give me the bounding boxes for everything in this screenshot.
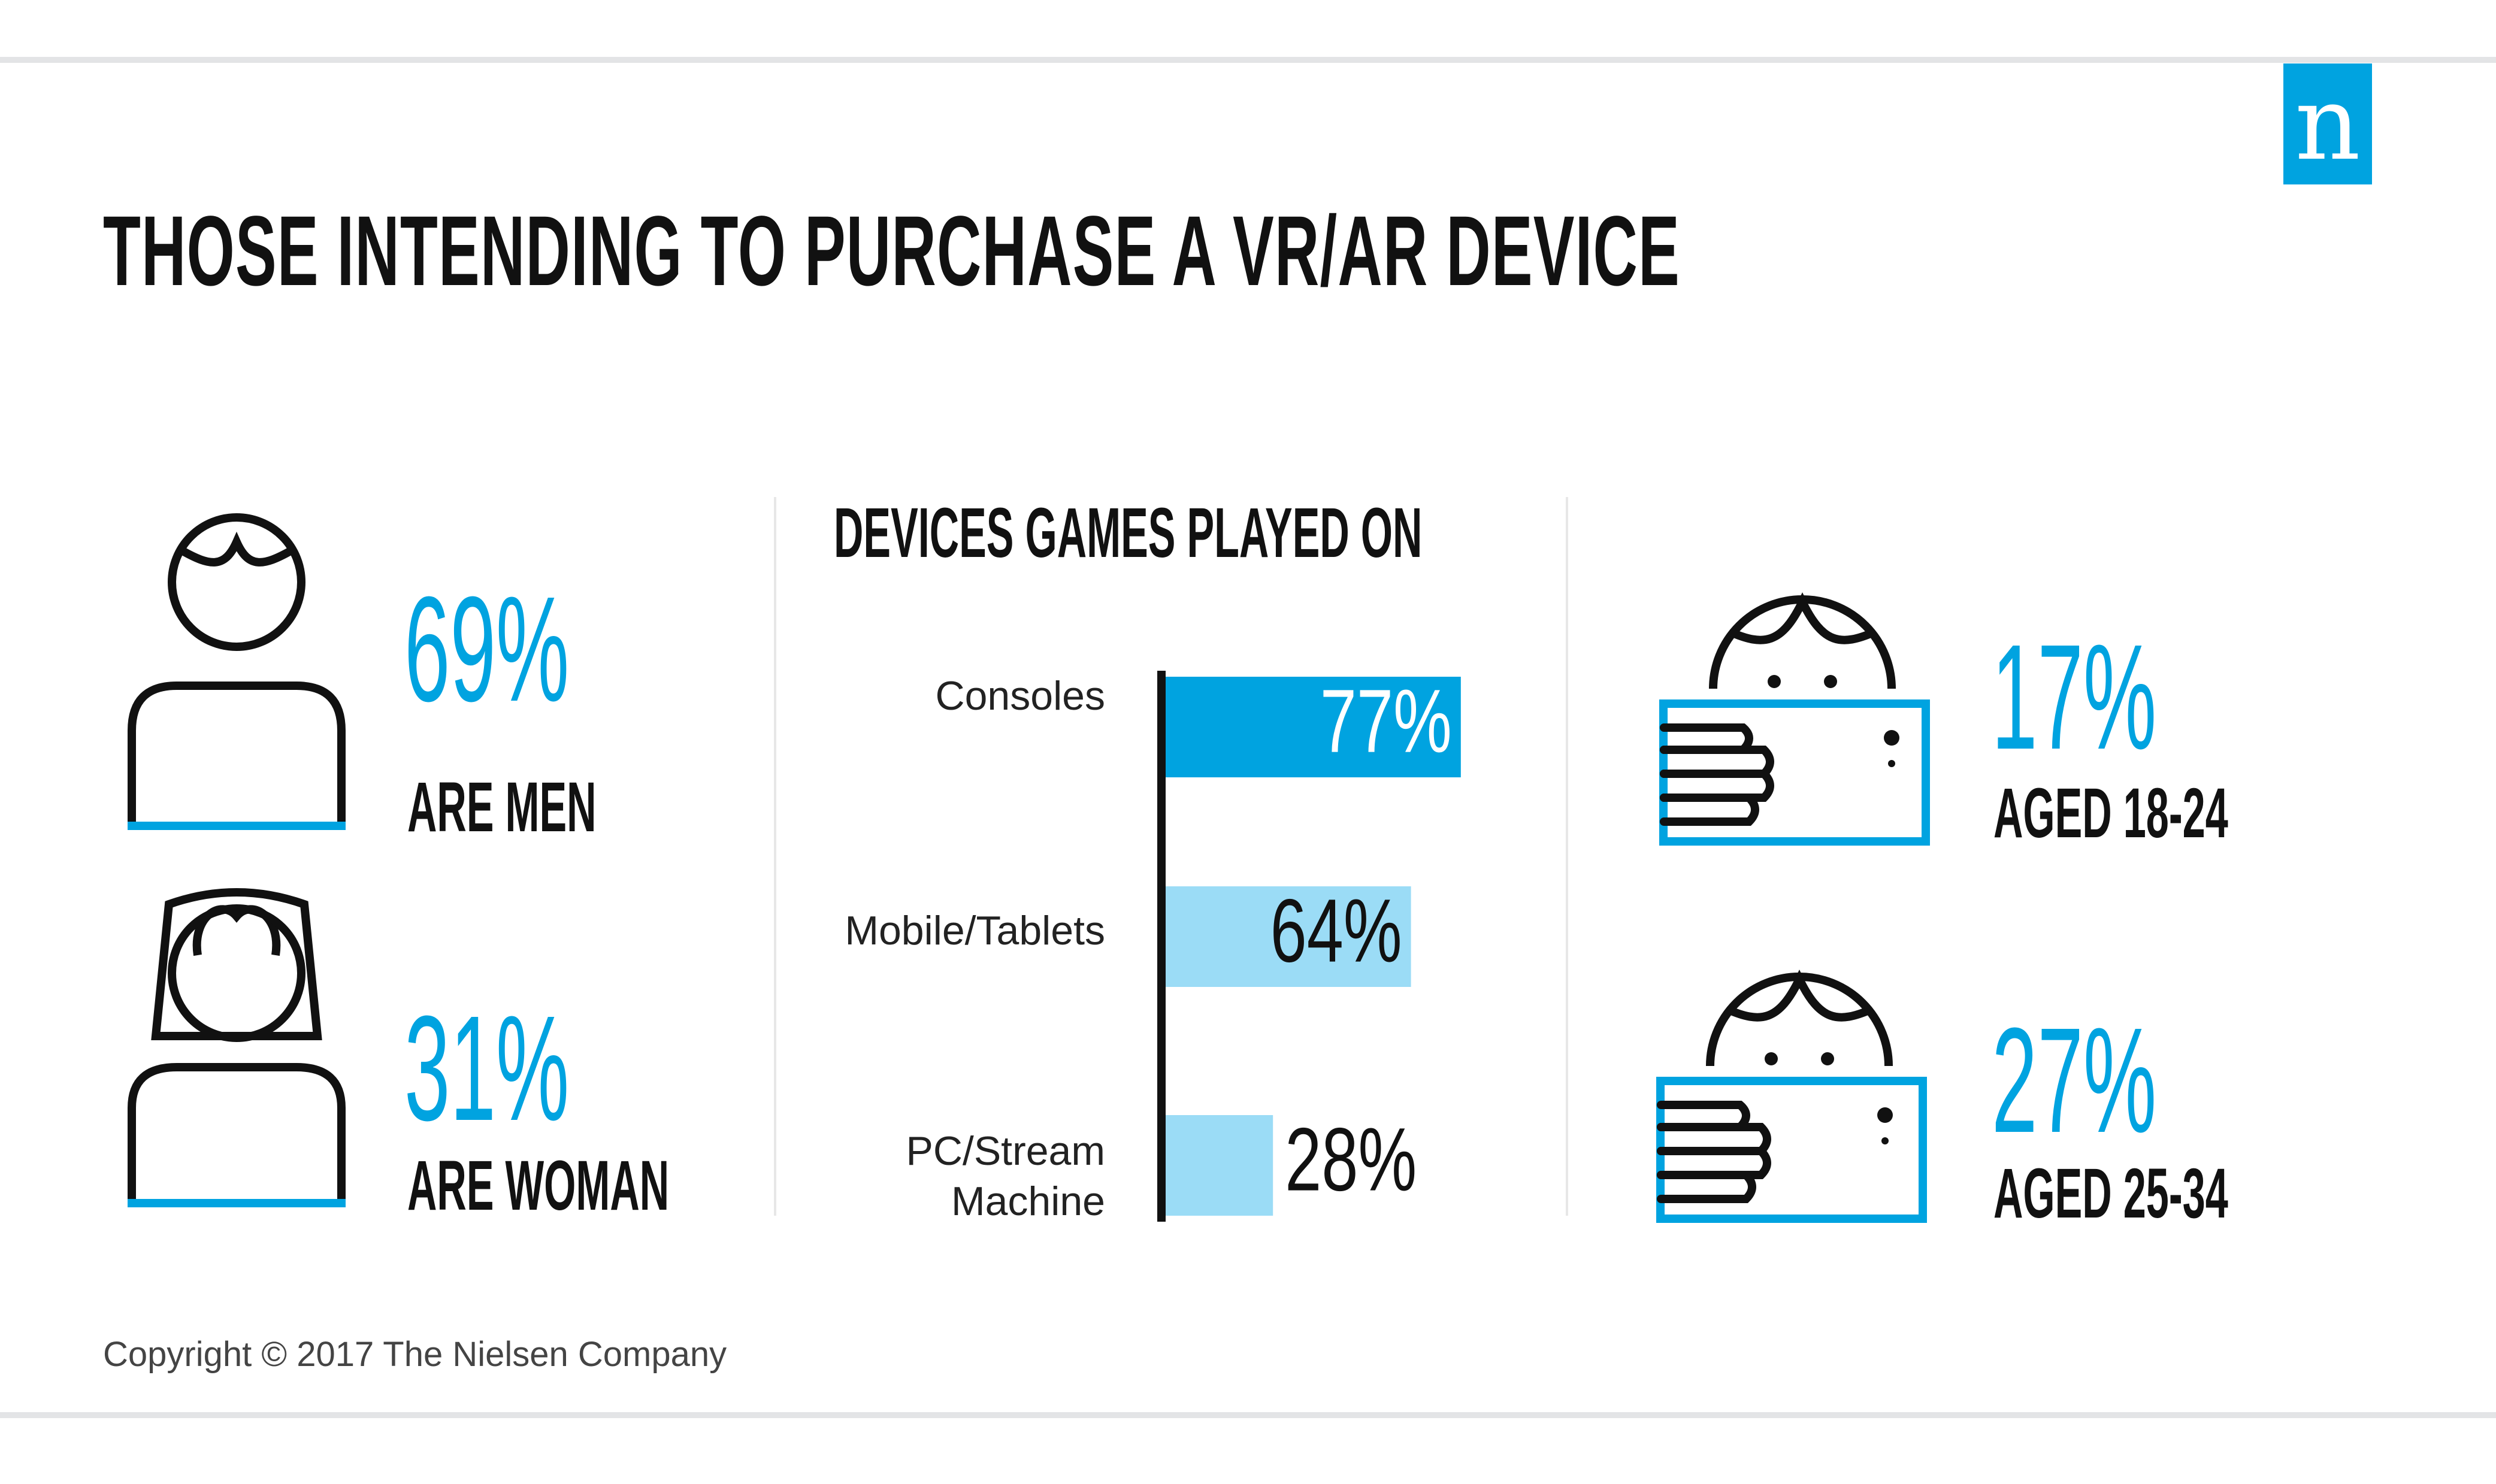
bar-value-label: 28%: [1285, 1109, 1417, 1210]
bottom-rule: [0, 1412, 2496, 1418]
logo-letter: n: [2295, 65, 2361, 183]
bar-chart: 77% 64% 28%: [1157, 671, 1461, 1222]
copyright-footer: Copyright © 2017 The Nielsen Company: [103, 1335, 727, 1374]
women-percentage: 31%: [404, 985, 570, 1152]
child-with-tablet-icon: [1656, 969, 1927, 1223]
child-with-tablet-icon: [1659, 592, 1930, 846]
bar-axis: [1157, 671, 1166, 1222]
man-person-icon: [128, 513, 346, 830]
age-25-34-label: AGED 25-34: [1993, 1154, 2228, 1233]
bar-mobile-tablets: [1166, 886, 1411, 987]
men-percentage: 69%: [404, 565, 570, 732]
right-divider: [1566, 497, 1568, 1216]
chart-title: DEVICES GAMES PLAYED ON: [834, 493, 1423, 573]
category-label: PC/Stream Machine: [906, 1128, 1105, 1224]
bar-pc-stream-machine: [1166, 1115, 1273, 1216]
bar-consoles: [1166, 677, 1461, 777]
age-25-34-percentage: 27%: [1992, 997, 2157, 1164]
chart-area: Consoles Mobile/Tablets PC/Stream Machin…: [779, 671, 1557, 1224]
left-divider: [774, 497, 776, 1216]
bar-value-label: 77%: [1320, 671, 1452, 771]
bar-value-label: 64%: [1270, 880, 1402, 981]
page-title: THOSE INTENDING TO PURCHASE A VR/AR DEVI…: [103, 196, 1680, 307]
age-18-24-percentage: 17%: [1992, 613, 2157, 780]
category-label: Consoles: [935, 673, 1106, 719]
nielsen-logo: n: [2283, 63, 2372, 184]
category-label: Mobile/Tablets: [845, 908, 1105, 953]
men-label: ARE MEN: [407, 768, 597, 847]
age-18-24-label: AGED 18-24: [1993, 774, 2228, 853]
top-rule: [0, 57, 2496, 63]
women-label: ARE WOMAN: [407, 1146, 670, 1225]
woman-person-icon: [128, 888, 346, 1207]
